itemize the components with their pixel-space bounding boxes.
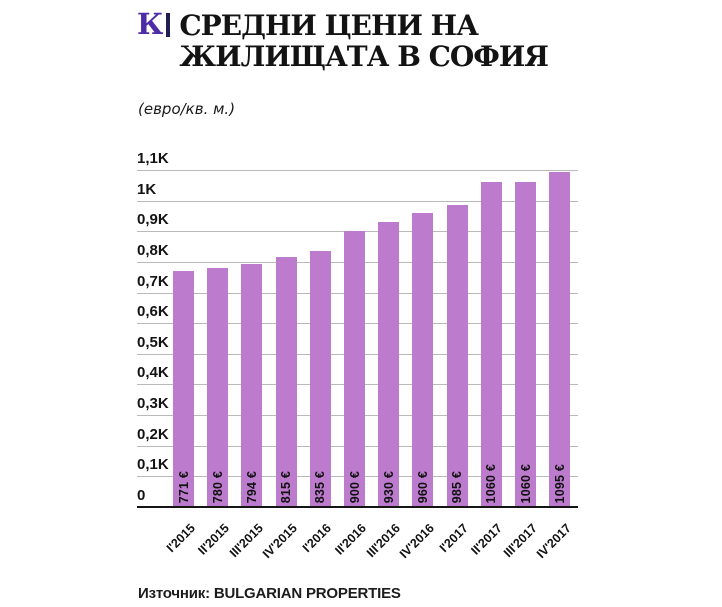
bar (275, 257, 297, 507)
y-axis-tick-label: 0,2K (137, 425, 169, 443)
bar (207, 268, 229, 507)
y-axis-tick-label: 1K (137, 180, 157, 198)
unit-label: (евро/кв. м.) (138, 100, 236, 118)
bar (515, 182, 536, 507)
y-axis-tick-label: 0 (137, 487, 146, 504)
y-axis-tick-label: 0,3K (137, 395, 169, 413)
bar-value-label: 985 € (450, 470, 465, 503)
bar (549, 171, 571, 507)
logo-separator-bar (166, 13, 171, 37)
chart-plot: 0 0,1K 0,2K 0,3K 0,4K 0,5K 0,6K 0,7K 0,8K 0,9K 1K 1… (137, 151, 578, 561)
x-axis-baseline (137, 505, 578, 508)
bar-value-label: 1060 € (484, 463, 499, 503)
chart-title-line2: ЖИЛИЩАТА В СОФИЯ (179, 40, 549, 73)
bar-value-label: 835 € (313, 470, 328, 503)
chart-title-line1: СРЕДНИ ЦЕНИ НА (179, 9, 479, 42)
bar-value-label: 815 € (279, 470, 294, 503)
y-axis-tick-label: 0,5K (137, 333, 169, 351)
y-axis-tick-label: 0,9K (137, 211, 169, 229)
bar (378, 222, 400, 507)
chart-header: К СРЕДНИ ЦЕНИ НА ЖИЛИЩАТА В СОФИЯ (137, 7, 549, 73)
bar-value-label: 900 € (347, 470, 362, 503)
chart-title: СРЕДНИ ЦЕНИ НА ЖИЛИЩАТА В СОФИЯ (179, 9, 549, 73)
y-axis-tick-label: 0,7K (137, 272, 169, 290)
bar-value-label: 780 € (210, 470, 225, 503)
source-credit: Източник: BULGARIAN PROPERTIES (138, 585, 401, 602)
bar (412, 212, 434, 507)
y-axis-tick-label: 0,1K (137, 456, 169, 474)
bar (309, 251, 331, 507)
bar (446, 205, 468, 507)
bar-value-label: 930 € (381, 470, 396, 503)
bar (480, 182, 502, 507)
bar-value-label: 1095 € (552, 463, 567, 503)
bar-value-label: 771 € (176, 470, 191, 503)
y-axis-tick-label: 1,1K (137, 150, 169, 167)
y-axis-tick-label: 0,4K (137, 364, 169, 382)
bar-value-label: 960 € (415, 470, 430, 503)
capital-logo-k: К (137, 7, 163, 41)
gridline (137, 170, 578, 171)
bar (344, 231, 365, 507)
y-axis-tick-label: 0,8K (137, 241, 169, 259)
bar-value-label: 1060 € (518, 463, 533, 503)
bar-value-label: 794 € (244, 470, 259, 503)
bar (241, 263, 263, 507)
bar (173, 270, 194, 507)
gridline (137, 200, 578, 202)
y-axis-tick-label: 0,6K (137, 303, 169, 321)
